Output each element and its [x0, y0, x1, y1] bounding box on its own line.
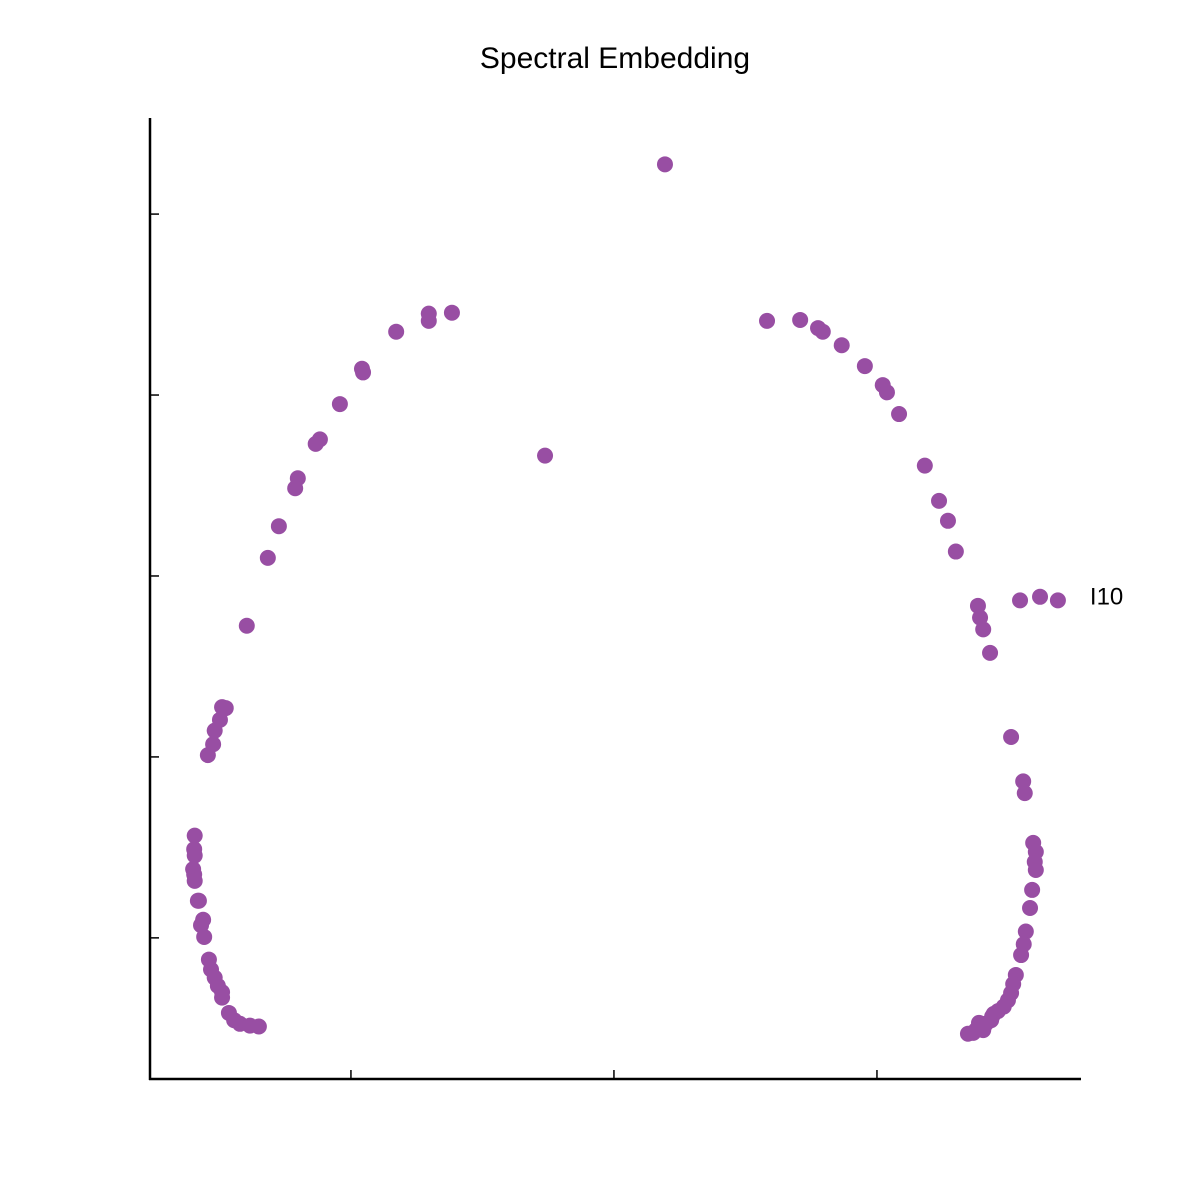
- point: [814, 323, 831, 340]
- point: [259, 549, 276, 566]
- point: [1016, 785, 1033, 802]
- point: [238, 617, 255, 634]
- point: [331, 396, 348, 413]
- point: [931, 492, 948, 509]
- point: [214, 699, 231, 716]
- point: [975, 621, 992, 638]
- point: [206, 722, 223, 739]
- point: [1032, 588, 1049, 605]
- point: [1015, 773, 1032, 790]
- point: [792, 311, 809, 328]
- point: [947, 543, 964, 560]
- point: [355, 364, 372, 381]
- point: [270, 518, 287, 535]
- point: [916, 457, 933, 474]
- point: [1024, 881, 1041, 898]
- point: [939, 512, 956, 529]
- point: [1022, 900, 1039, 917]
- point: [199, 747, 216, 764]
- point: [420, 312, 437, 329]
- point: [307, 435, 324, 452]
- point: [250, 1018, 267, 1035]
- point: [287, 480, 304, 497]
- point: [656, 156, 673, 173]
- point: [388, 323, 405, 340]
- point: [759, 312, 776, 329]
- point: [189, 892, 206, 909]
- point: [1003, 729, 1020, 746]
- point: [443, 304, 460, 321]
- point: [982, 644, 999, 661]
- point: [1027, 862, 1044, 879]
- point: [186, 872, 203, 889]
- point: [196, 928, 213, 945]
- point: [214, 989, 231, 1006]
- point: [856, 358, 873, 375]
- point: [1012, 592, 1029, 609]
- point: [891, 406, 908, 423]
- annotation: I10: [1090, 584, 1123, 611]
- point: [186, 847, 203, 864]
- point: [833, 337, 850, 354]
- point: [1013, 947, 1030, 964]
- point: [959, 1025, 976, 1042]
- chart-title: Spectral Embedding: [480, 42, 750, 75]
- point: [186, 827, 203, 844]
- point: [878, 384, 895, 401]
- point: [1049, 592, 1066, 609]
- point: [537, 447, 554, 464]
- point: [1017, 923, 1034, 940]
